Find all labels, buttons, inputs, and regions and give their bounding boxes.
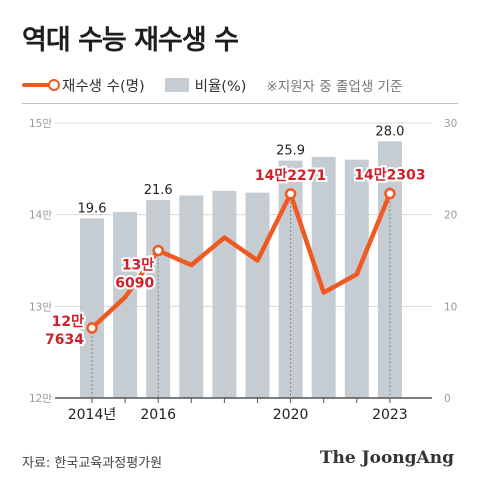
y-left-tick-label: 15만 — [29, 118, 52, 130]
legend: 재수생 수(명) 비율(%) ※지원자 중 졸업생 기준 — [22, 74, 402, 96]
line-point-marker — [152, 244, 164, 257]
bar — [179, 195, 204, 398]
header-divider — [22, 103, 458, 104]
bar-value-label: 25.9 — [276, 144, 305, 159]
y-right-tick-label: 30 — [444, 118, 457, 130]
bar-value-label: 21.6 — [144, 183, 173, 198]
y-right-tick-label: 10 — [444, 301, 457, 313]
bar-value-label: 19.6 — [78, 201, 107, 216]
y-right-tick-label: 20 — [444, 210, 457, 222]
line-point-marker — [384, 187, 396, 200]
bar — [245, 192, 270, 398]
line-value-label: 6090 — [115, 276, 154, 292]
line-value-label: 14만2303 — [354, 168, 425, 184]
legend-bar-swatch — [164, 78, 189, 92]
bar — [80, 218, 104, 398]
x-tick-label: 2020 — [273, 407, 309, 423]
legend-note: ※지원자 중 졸업생 기준 — [266, 79, 403, 95]
y-left-tick-label: 13만 — [29, 301, 52, 313]
x-tick-label: 2014년 — [68, 407, 117, 423]
chart-title: 역대 수능 재수생 수 — [22, 25, 239, 56]
y-left-tick-label: 14만 — [29, 210, 52, 222]
x-tick-label: 2023 — [372, 407, 408, 423]
line-value-label: 12만 — [52, 314, 84, 330]
source-note: 자료: 한국교육과정평가원 — [22, 456, 163, 471]
legend-line-label: 재수생 수(명) — [62, 78, 145, 95]
brand-logo: The JoongAng — [319, 448, 454, 468]
legend-line-swatch — [22, 79, 60, 91]
line-value-label: 7634 — [45, 332, 84, 348]
legend-bar-label: 비율(%) — [194, 78, 247, 95]
line-point-marker — [86, 322, 98, 334]
bar — [311, 156, 336, 398]
y-right-tick-label: 0 — [444, 393, 451, 405]
line-value-label: 14만2271 — [255, 168, 326, 184]
line-value-label: 13만 — [122, 258, 154, 274]
bar-value-label: 28.0 — [375, 124, 404, 139]
x-tick-label: 2016 — [140, 407, 176, 423]
y-left-tick-label: 12만 — [29, 393, 52, 405]
line-series — [89, 191, 393, 331]
bar — [212, 190, 237, 398]
line-point-marker — [284, 188, 297, 200]
